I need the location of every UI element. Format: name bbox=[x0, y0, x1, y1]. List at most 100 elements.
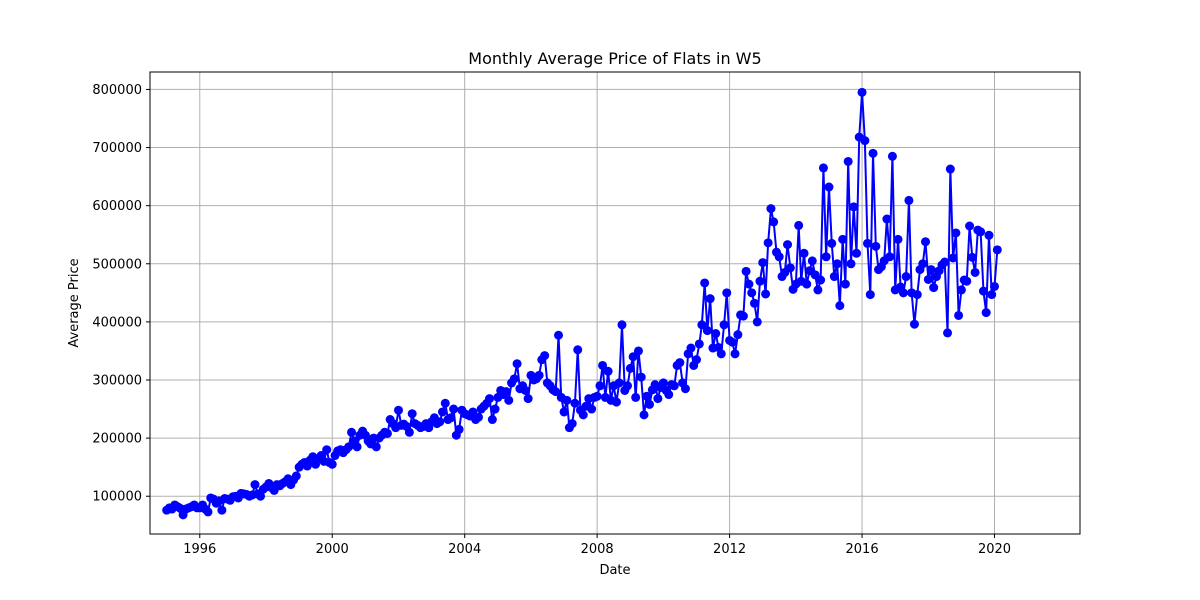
data-point bbox=[843, 156, 853, 166]
data-point bbox=[551, 387, 561, 397]
data-point bbox=[490, 404, 500, 414]
data-point bbox=[802, 279, 812, 289]
x-tick-label: 2008 bbox=[581, 542, 614, 557]
data-point bbox=[741, 266, 751, 276]
data-point bbox=[633, 346, 643, 356]
data-point bbox=[766, 204, 776, 214]
data-point bbox=[992, 245, 1002, 255]
data-point bbox=[898, 288, 908, 298]
data-point bbox=[371, 442, 381, 452]
data-point bbox=[598, 360, 608, 370]
data-point bbox=[857, 87, 867, 97]
data-point bbox=[523, 394, 533, 404]
x-tick-label: 2000 bbox=[316, 542, 349, 557]
data-point bbox=[824, 182, 834, 192]
data-point bbox=[785, 263, 795, 273]
data-point bbox=[794, 220, 804, 230]
data-point bbox=[727, 337, 737, 347]
data-point bbox=[962, 276, 972, 286]
data-point bbox=[603, 366, 613, 376]
data-point bbox=[394, 405, 403, 415]
x-tick-label: 2004 bbox=[448, 542, 481, 557]
data-point bbox=[829, 272, 839, 282]
data-point bbox=[692, 355, 701, 365]
data-point bbox=[987, 290, 997, 300]
data-point bbox=[862, 238, 872, 248]
data-point bbox=[485, 394, 495, 404]
data-point bbox=[976, 227, 986, 237]
data-point bbox=[653, 394, 663, 404]
y-axis-label: Average Price bbox=[67, 258, 82, 347]
data-point bbox=[352, 442, 362, 452]
data-point bbox=[901, 272, 911, 282]
data-point bbox=[697, 320, 707, 330]
data-point bbox=[749, 298, 759, 308]
x-tick-label: 2012 bbox=[713, 542, 746, 557]
data-point bbox=[926, 265, 936, 275]
series-group bbox=[162, 87, 1002, 520]
y-tick-label: 800000 bbox=[92, 83, 142, 98]
data-point bbox=[738, 311, 748, 321]
data-point bbox=[954, 310, 964, 320]
data-point bbox=[744, 279, 754, 289]
data-point bbox=[702, 326, 712, 336]
y-tick-label: 500000 bbox=[92, 257, 142, 272]
data-point bbox=[921, 237, 931, 247]
data-point bbox=[623, 381, 633, 391]
data-point bbox=[504, 395, 514, 405]
plot-area-frame bbox=[149, 71, 1081, 535]
data-point bbox=[636, 372, 646, 382]
data-point bbox=[520, 385, 530, 395]
data-point bbox=[747, 288, 757, 298]
data-point bbox=[951, 228, 961, 238]
data-point bbox=[719, 320, 729, 330]
data-point bbox=[730, 349, 740, 359]
data-point bbox=[838, 234, 848, 244]
data-point bbox=[763, 238, 773, 248]
grid bbox=[150, 72, 1080, 534]
data-point bbox=[887, 151, 897, 161]
data-point bbox=[512, 359, 522, 369]
data-point bbox=[446, 413, 456, 423]
data-point bbox=[573, 345, 583, 355]
data-point bbox=[722, 288, 732, 298]
data-point bbox=[501, 387, 511, 397]
data-point bbox=[832, 259, 842, 269]
data-point bbox=[250, 480, 260, 490]
data-point bbox=[669, 381, 679, 391]
data-point bbox=[639, 410, 649, 420]
data-point bbox=[981, 308, 991, 318]
data-point bbox=[929, 283, 939, 293]
data-point bbox=[291, 471, 301, 481]
y-tick-label: 100000 bbox=[92, 490, 142, 505]
data-point bbox=[783, 240, 793, 250]
data-point bbox=[404, 427, 414, 437]
data-point bbox=[716, 349, 726, 359]
data-point bbox=[970, 267, 980, 277]
data-point bbox=[675, 358, 685, 368]
data-point bbox=[540, 351, 550, 361]
data-point bbox=[940, 257, 950, 267]
chart-title: Monthly Average Price of Flats in W5 bbox=[468, 49, 761, 68]
data-point bbox=[990, 281, 1000, 291]
data-point bbox=[454, 424, 464, 434]
data-point bbox=[807, 256, 817, 266]
y-axis: 100000 200000 300000 400000 500000 600000 7000… bbox=[92, 83, 150, 505]
data-point bbox=[827, 238, 837, 248]
data-point bbox=[758, 258, 768, 268]
data-point bbox=[852, 248, 862, 258]
data-point bbox=[686, 343, 696, 353]
data-point bbox=[945, 164, 955, 174]
data-point bbox=[435, 417, 445, 427]
data-point bbox=[570, 398, 580, 408]
data-point bbox=[473, 412, 483, 422]
data-point bbox=[628, 352, 638, 362]
data-point bbox=[617, 320, 627, 330]
data-point bbox=[978, 286, 988, 296]
data-point bbox=[967, 252, 977, 262]
data-point bbox=[865, 290, 875, 300]
data-point bbox=[923, 274, 933, 284]
data-point bbox=[849, 202, 859, 212]
